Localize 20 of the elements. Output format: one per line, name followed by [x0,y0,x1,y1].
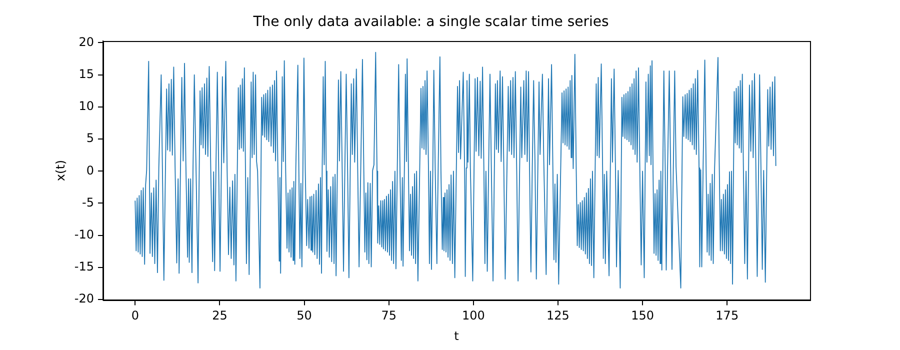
x-tick-label: 175 [716,308,739,323]
x-tick-label: 0 [131,308,139,323]
y-tick-label: 15 [78,66,94,81]
x-tick-label: 125 [546,308,570,323]
x-tick-label: 100 [462,308,485,323]
x-tick-label: 75 [381,308,396,323]
chart-title: The only data available: a single scalar time series [252,14,609,30]
y-tick-label: 5 [86,131,94,146]
x-tick-label: 25 [212,308,228,323]
y-tick-label: 20 [78,34,94,49]
x-tick-label: 50 [296,308,312,323]
x-axis-title: t [454,328,460,343]
y-tick-label: -5 [82,195,94,210]
y-tick-label: -20 [74,292,94,306]
y-axis-title: x(t) [53,160,68,182]
x-tick-label: 150 [631,308,654,323]
y-tick-label: -10 [74,227,94,242]
y-tick-label: 10 [78,99,94,114]
y-tick-label: 0 [86,163,94,178]
y-tick-label: -15 [74,260,94,274]
